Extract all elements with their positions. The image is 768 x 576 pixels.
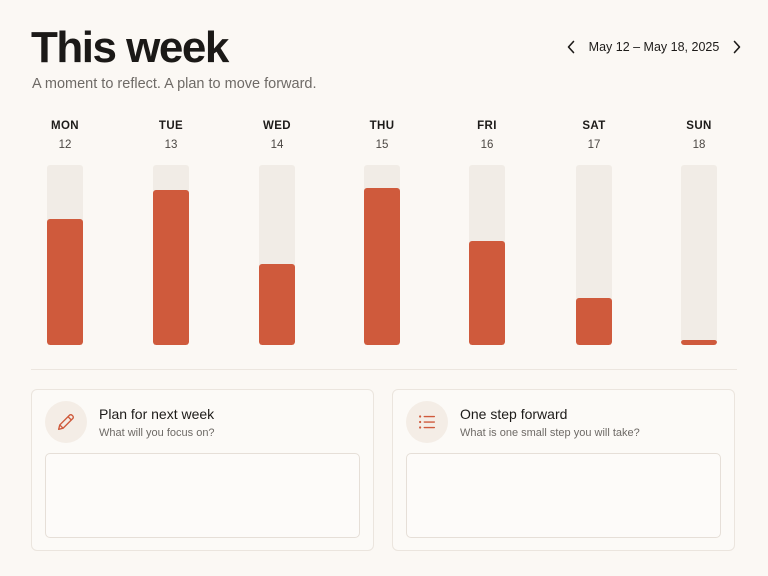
card-title: Plan for next week <box>99 406 215 422</box>
next-week-button[interactable] <box>728 36 746 58</box>
day-column[interactable]: WED 14 <box>242 118 312 153</box>
day-column[interactable]: FRI 16 <box>452 118 522 153</box>
one-step-forward-card: One step forward What is one small step … <box>392 389 735 551</box>
day-name: SUN <box>686 120 712 132</box>
day-bar-track <box>153 165 189 345</box>
day-bar-track <box>47 165 83 345</box>
day-bar-fill <box>576 298 612 345</box>
day-bar-fill <box>469 240 505 345</box>
day-bar-track <box>576 165 612 345</box>
day-date: 16 <box>480 139 494 151</box>
pencil-icon <box>57 414 74 431</box>
day-bar-track <box>259 165 295 345</box>
one-step-forward-input[interactable] <box>406 453 721 538</box>
day-column[interactable]: TUE 13 <box>136 118 206 153</box>
day-column[interactable]: SUN 18 <box>664 118 734 153</box>
day-bar-fill <box>153 190 189 345</box>
day-name: MON <box>50 120 80 132</box>
section-divider <box>31 369 737 370</box>
day-bar-track <box>364 165 400 345</box>
day-bar-fill <box>259 264 295 345</box>
day-date: 12 <box>58 139 72 151</box>
day-bar-track <box>469 165 505 345</box>
plan-next-week-input[interactable] <box>45 453 360 538</box>
day-column[interactable]: THU 15 <box>347 118 417 153</box>
day-bar-fill <box>364 188 400 345</box>
plan-next-week-card: Plan for next week What will you focus o… <box>31 389 374 551</box>
date-range-label: May 12 – May 18, 2025 <box>588 40 720 54</box>
day-column[interactable]: MON 12 <box>30 118 100 153</box>
day-date: 14 <box>270 139 284 151</box>
day-date: 13 <box>164 139 178 151</box>
day-name: TUE <box>158 120 184 132</box>
chevron-right-icon <box>733 40 741 54</box>
week-navigator: May 12 – May 18, 2025 <box>562 36 746 58</box>
card-title: One step forward <box>460 406 568 422</box>
day-date: 18 <box>692 139 706 151</box>
previous-week-button[interactable] <box>562 36 580 58</box>
page-title: This week <box>31 23 229 72</box>
day-name: FRI <box>477 120 497 132</box>
day-bar-fill <box>47 219 83 345</box>
day-bar-track <box>681 165 717 345</box>
list-icon <box>419 415 436 429</box>
day-name: SAT <box>582 120 606 132</box>
pencil-icon-badge <box>45 401 87 443</box>
day-date: 17 <box>587 139 601 151</box>
chevron-left-icon <box>567 40 575 54</box>
day-date: 15 <box>375 139 389 151</box>
day-bar-fill <box>681 339 717 345</box>
weekly-activity-bars: MON 12 TUE 13 WED 14 THU 15 FRI 16 SAT 1… <box>0 118 768 348</box>
day-name: WED <box>262 120 292 132</box>
day-column[interactable]: SAT 17 <box>559 118 629 153</box>
day-name: THU <box>369 120 395 132</box>
list-icon-badge <box>406 401 448 443</box>
card-subtitle: What is one small step you will take? <box>460 427 640 439</box>
page-subtitle: A moment to reflect. A plan to move forw… <box>32 76 317 92</box>
card-subtitle: What will you focus on? <box>99 427 215 439</box>
